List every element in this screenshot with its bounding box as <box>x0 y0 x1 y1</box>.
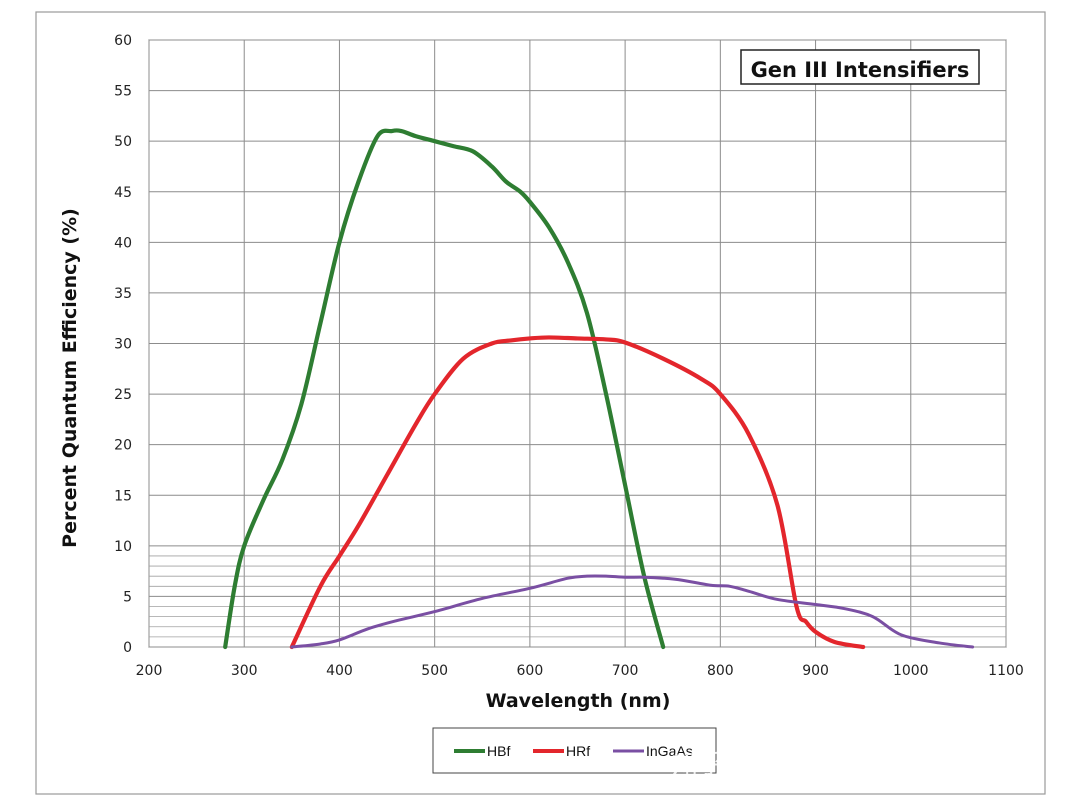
x-tick-label: 500 <box>421 663 448 679</box>
y-axis-label: Percent Quantum Efficiency (%) <box>59 208 81 548</box>
legend-label-hbf: HBf <box>487 743 510 759</box>
x-ticks: 200 300 400 500 600 700 800 900 1000 1100 <box>136 663 1024 679</box>
y-tick-label: 0 <box>123 640 132 656</box>
series-line-hrf <box>289 335 866 650</box>
series-lines <box>223 128 975 650</box>
series-line-ingaas <box>290 574 975 649</box>
title-box <box>740 49 980 85</box>
x-tick-label: 800 <box>707 663 734 679</box>
chart-frame <box>35 11 1046 795</box>
x-tick-label: 1000 <box>893 663 929 679</box>
legend: HBf HRf InGaAs <box>454 743 693 759</box>
y-tick-label: 10 <box>114 539 132 555</box>
x-tick-label: 400 <box>326 663 353 679</box>
x-tick-label: 900 <box>802 663 829 679</box>
legend-label-ingaas: InGaAs <box>646 743 693 759</box>
chart-title: Gen III Intensifiers <box>751 58 970 82</box>
y-ticks: 0 5 10 15 20 25 30 35 40 45 50 55 60 <box>114 33 132 656</box>
x-tick-label: 200 <box>136 663 163 679</box>
x-tick-label: 700 <box>612 663 639 679</box>
series-line-hbf <box>223 128 666 650</box>
y-tick-label: 25 <box>114 387 132 403</box>
x-tick-label: 1100 <box>988 663 1024 679</box>
y-tick-label: 20 <box>114 438 132 454</box>
y-tick-label: 55 <box>114 84 132 100</box>
x-axis-label: Wavelength (nm) <box>486 690 671 712</box>
x-tick-label: 600 <box>517 663 544 679</box>
y-tick-label: 50 <box>114 134 132 150</box>
y-tick-label: 15 <box>114 488 132 504</box>
x-tick-label: 300 <box>231 663 258 679</box>
y-tick-label: 45 <box>114 185 132 201</box>
y-tick-label: 35 <box>114 286 132 302</box>
y-tick-label: 60 <box>114 33 132 49</box>
y-tick-label: 30 <box>114 337 132 353</box>
watermark-text: 知乎 @东方闪光（北京）... <box>672 750 991 780</box>
legend-label-hrf: HRf <box>566 743 590 759</box>
y-tick-label: 5 <box>123 589 132 605</box>
y-tick-label: 40 <box>114 235 132 251</box>
